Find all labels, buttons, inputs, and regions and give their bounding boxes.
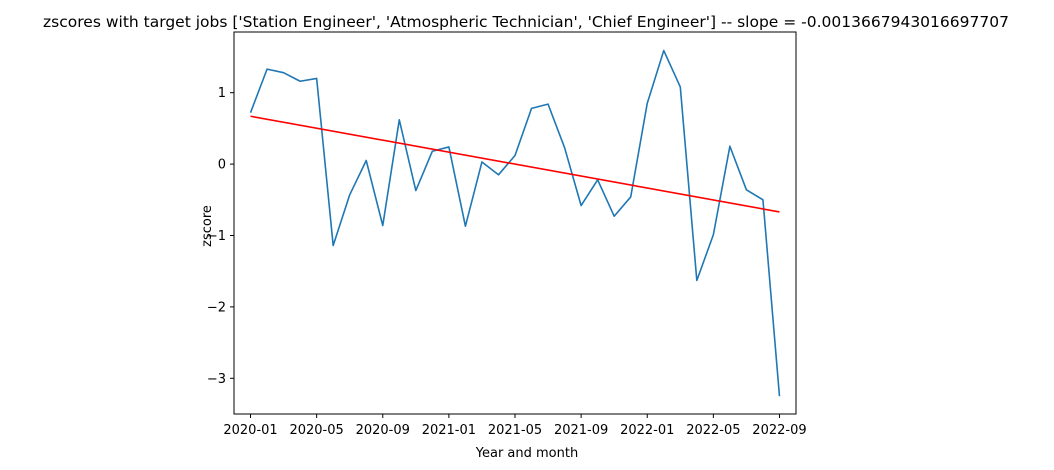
- x-axis: 2020-01 2020-05 2020-09 2021-01 2021-05 2021-…: [223, 414, 807, 438]
- y-tick-label: −3: [207, 372, 226, 387]
- series-layer: [249, 49, 781, 397]
- y-tick-label: 1: [218, 86, 226, 101]
- chart-title: zscores with target jobs ['Station Engin…: [43, 13, 1009, 31]
- x-tick-label: 2020-01: [223, 423, 277, 438]
- x-tick-label: 2020-05: [289, 423, 343, 438]
- trend-line: [250, 115, 780, 213]
- x-tick-label: 2022-01: [620, 423, 674, 438]
- y-axis-label: zscore: [200, 205, 215, 247]
- plot-area: [233, 31, 797, 415]
- x-tick-label: 2022-09: [752, 423, 806, 438]
- y-tick-label: −1: [207, 229, 226, 244]
- x-tick-label: 2021-05: [488, 423, 542, 438]
- x-tick-label: 2022-05: [686, 423, 740, 438]
- y-tick-label: 0: [218, 158, 226, 173]
- x-tick-label: 2020-09: [356, 423, 410, 438]
- y-tick-label: −2: [207, 300, 226, 315]
- x-tick-label: 2021-01: [422, 423, 476, 438]
- zscore-series-line: [249, 49, 781, 397]
- y-axis: −3 −2 −1 0 1: [207, 86, 234, 387]
- x-tick-label: 2021-09: [554, 423, 608, 438]
- x-axis-label: Year and month: [475, 446, 578, 461]
